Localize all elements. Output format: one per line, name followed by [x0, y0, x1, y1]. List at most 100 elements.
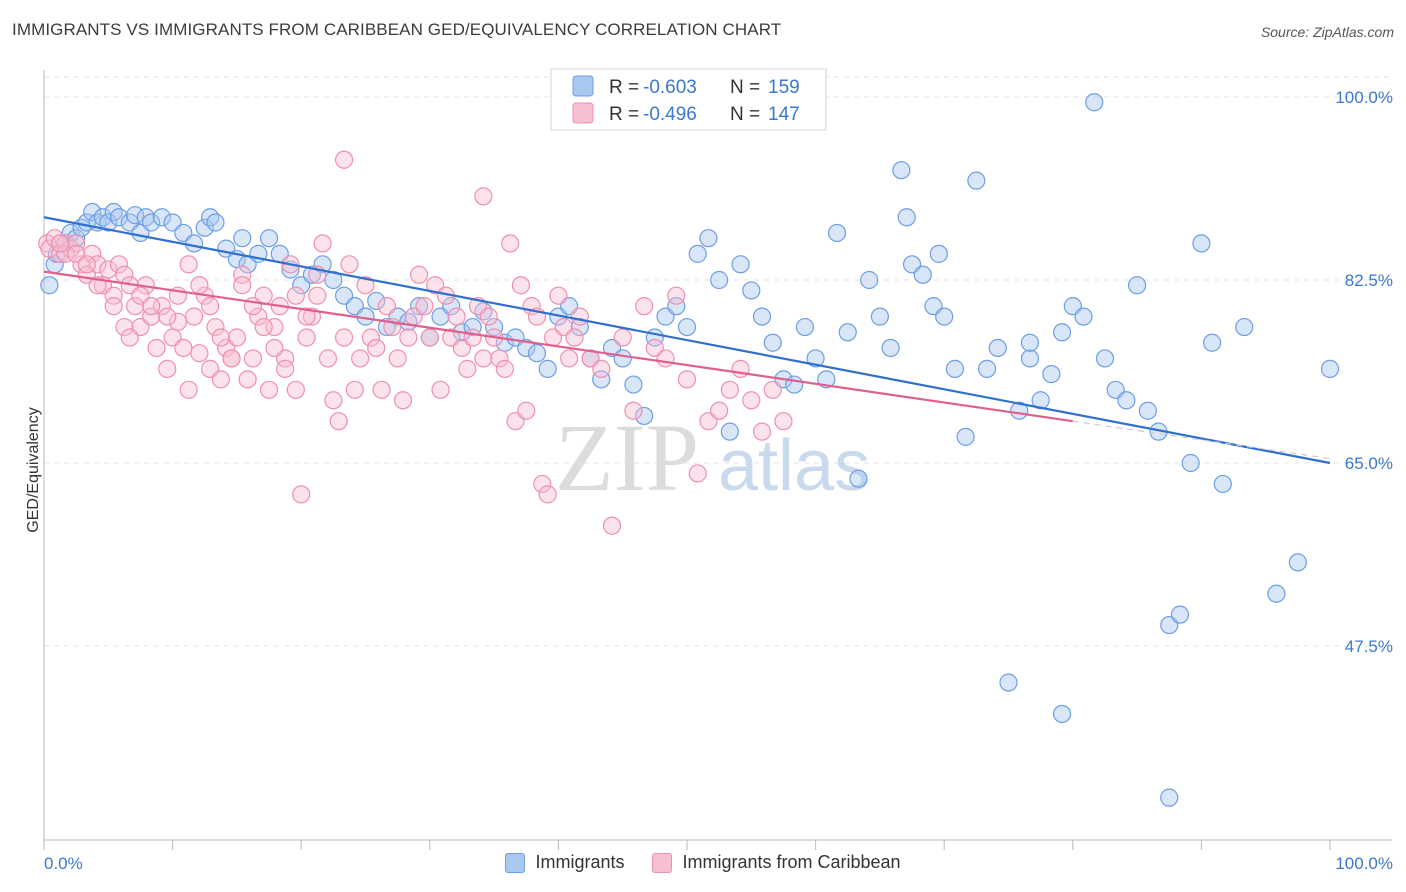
point	[88, 255, 107, 274]
point	[913, 265, 932, 284]
legend-top-r-value-0: -0.603	[643, 77, 697, 98]
point	[447, 307, 466, 326]
point	[324, 391, 343, 410]
point	[313, 255, 332, 274]
point	[827, 223, 847, 243]
point	[795, 317, 814, 337]
point	[1085, 93, 1104, 112]
point	[1235, 317, 1254, 337]
chart-title: IMMIGRANTS VS IMMIGRANTS FROM CARIBBEAN …	[12, 20, 782, 39]
point	[356, 276, 375, 295]
point	[254, 317, 273, 337]
point	[195, 218, 214, 237]
point	[549, 286, 568, 305]
point	[881, 338, 900, 358]
legend-top-n-label-1: N =	[730, 104, 760, 125]
point	[211, 328, 230, 347]
point	[501, 234, 520, 253]
point	[710, 270, 729, 290]
series-caribbean	[38, 150, 793, 535]
point	[431, 380, 450, 399]
point	[538, 359, 557, 378]
point	[286, 286, 305, 305]
point	[1052, 704, 1072, 724]
point	[56, 244, 75, 263]
point	[667, 297, 686, 316]
point	[1127, 276, 1147, 295]
point	[1095, 349, 1115, 368]
point	[1052, 323, 1072, 342]
legend-box	[550, 68, 827, 131]
point	[367, 338, 386, 358]
point	[838, 323, 857, 342]
point	[415, 297, 434, 316]
point	[442, 297, 461, 316]
point	[238, 370, 257, 389]
x-tick-labels: 0.0% 100.0%	[44, 854, 1393, 873]
point	[259, 380, 279, 399]
point	[184, 234, 204, 253]
point	[334, 150, 354, 169]
y-axis-title: GED/Equivalency	[25, 407, 42, 532]
point	[77, 255, 96, 274]
point	[763, 380, 782, 399]
point	[1020, 349, 1040, 368]
point	[334, 328, 354, 347]
point	[624, 375, 643, 394]
y-tick-label-3: 47.5%	[1345, 637, 1393, 656]
point	[50, 234, 70, 253]
point	[527, 344, 547, 363]
point	[742, 281, 761, 300]
point	[99, 260, 118, 279]
point	[592, 370, 611, 389]
point	[613, 349, 632, 368]
point	[977, 359, 997, 378]
legend-bottom: Immigrants Immigrants from Caribbean	[0, 852, 1406, 873]
point	[361, 328, 380, 347]
point	[635, 297, 654, 316]
point	[286, 380, 305, 399]
y-tick-labels: 100.0% 82.5% 65.0% 47.5%	[1335, 88, 1393, 656]
point	[699, 229, 718, 248]
legend-swatch-immigrants	[505, 852, 526, 873]
point	[340, 255, 359, 274]
point	[409, 265, 429, 284]
point	[677, 370, 697, 389]
point	[152, 297, 171, 316]
y-axis-title-group: GED/Equivalency	[25, 407, 42, 532]
point	[372, 380, 391, 399]
point	[115, 317, 134, 337]
watermark-zip: ZIP	[555, 404, 699, 511]
point	[61, 239, 80, 258]
point	[1267, 584, 1286, 603]
point	[474, 302, 493, 321]
point	[292, 485, 311, 504]
point	[104, 297, 123, 316]
point	[1117, 391, 1136, 410]
point	[1138, 401, 1157, 420]
point	[752, 307, 772, 326]
legend-top-r-label-1: R =	[609, 104, 639, 125]
trend-lines	[43, 216, 1331, 465]
legend-top-swatch-1	[572, 102, 594, 124]
point	[897, 208, 916, 227]
point	[184, 307, 204, 326]
point	[517, 338, 536, 358]
point	[93, 208, 113, 227]
y-tick-label-0: 100.0%	[1335, 88, 1393, 107]
point	[409, 297, 429, 316]
point	[233, 265, 252, 284]
point	[763, 333, 782, 352]
watermark: ZIP atlas	[555, 404, 870, 511]
point	[945, 359, 965, 378]
point	[688, 464, 707, 483]
point	[351, 349, 370, 368]
point	[136, 208, 155, 227]
point	[109, 255, 129, 274]
point	[560, 349, 579, 368]
point	[265, 338, 284, 358]
point	[249, 307, 268, 326]
point	[125, 297, 145, 316]
point	[752, 422, 772, 441]
point	[479, 307, 498, 326]
